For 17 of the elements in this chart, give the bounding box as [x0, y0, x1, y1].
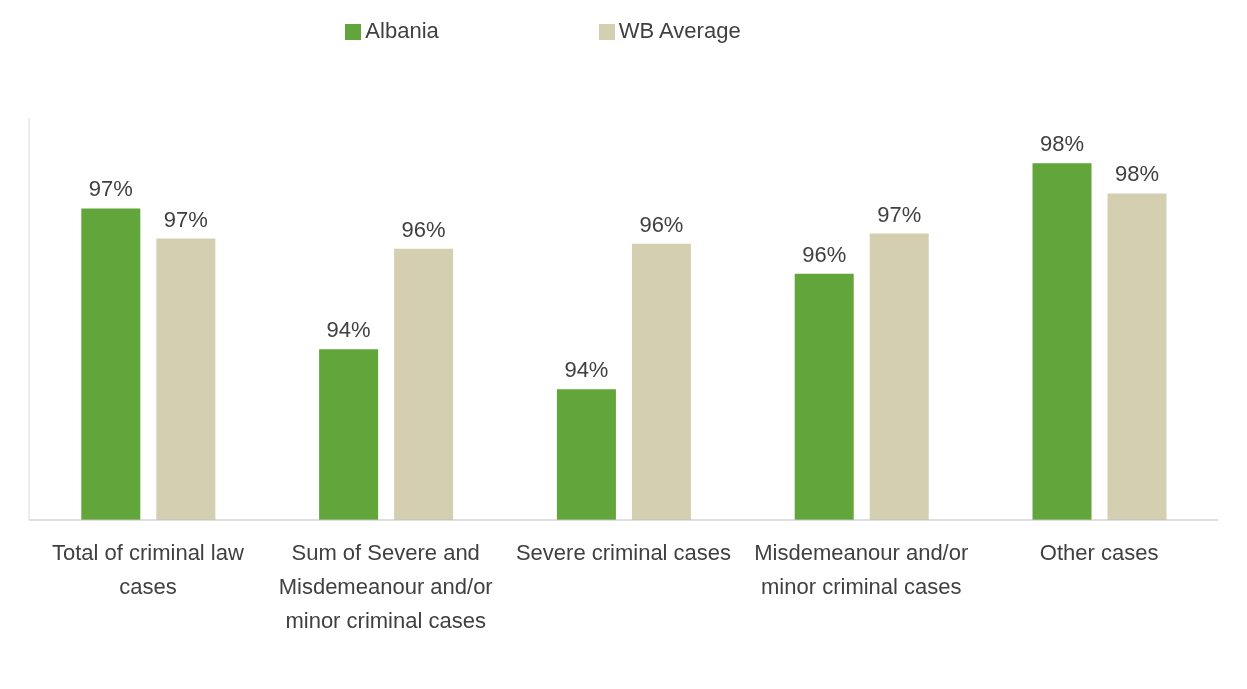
- x-tick-label: Severe criminal cases: [515, 540, 732, 565]
- data-label: 97%: [163, 206, 208, 232]
- x-tick-label: Misdemeanour and/or minor criminal cases: [754, 540, 969, 599]
- data-label: 94%: [326, 317, 371, 343]
- data-label: 98%: [1114, 161, 1160, 187]
- x-tick-label: Sum of Severe and Misdemeanour and/or minor criminal cases: [278, 540, 493, 633]
- data-label: 96%: [639, 211, 684, 237]
- x-tick-label: Total of criminal law cases: [51, 540, 244, 599]
- data-label: 96%: [802, 241, 847, 267]
- legend-label: Albania: [365, 18, 439, 43]
- data-label: 97%: [88, 176, 133, 202]
- data-label: 96%: [401, 216, 446, 242]
- legend-label: WB Average: [618, 18, 741, 43]
- data-label: 94%: [564, 357, 609, 383]
- x-tick-label: Other cases: [1039, 540, 1159, 565]
- data-label: 98%: [1039, 131, 1085, 157]
- data-label: 97%: [877, 201, 922, 227]
